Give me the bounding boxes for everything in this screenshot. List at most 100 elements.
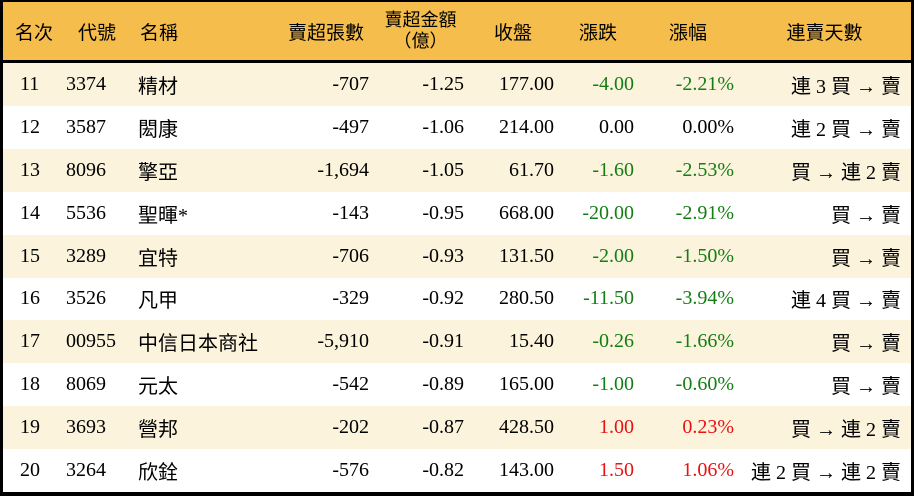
cell-stock-code: 3374 (66, 72, 106, 95)
cell-rank: 18 (20, 373, 40, 396)
cell-sell-volume: -202 (332, 416, 369, 439)
cell-stock-name: 精材 (138, 75, 178, 98)
cell-sell-amount: -0.82 (422, 459, 464, 482)
col-header-code: 代號 (78, 22, 117, 44)
cell-sell-amount: -1.25 (422, 72, 464, 95)
table-row: 20 3264 欣銓 -576 -0.82 143.00 1.50 1.06% … (3, 449, 911, 493)
cell-rank: 15 (20, 244, 40, 267)
cell-close-price: 131.50 (499, 244, 554, 267)
cell-close-price: 668.00 (499, 201, 554, 224)
cell-sell-amount: -0.93 (422, 244, 464, 267)
cell-stock-name: 欣銓 (138, 462, 178, 485)
cell-stock-code: 3587 (66, 115, 106, 138)
cell-price-change: 0.00 (599, 115, 634, 138)
cell-sell-amount: -0.95 (422, 201, 464, 224)
cell-change-percent: 0.00% (682, 115, 734, 138)
cell-stock-code: 3693 (66, 416, 106, 439)
cell-stock-code: 5536 (66, 201, 106, 224)
col-header-name: 名稱 (140, 22, 179, 44)
cell-change-percent: -1.66% (675, 330, 734, 353)
cell-price-change: 1.50 (599, 459, 634, 482)
cell-stock-name: 中信日本商社 (138, 333, 258, 356)
cell-stock-code: 3289 (66, 244, 106, 267)
cell-sell-volume: -143 (332, 201, 369, 224)
cell-sell-volume: -707 (332, 72, 369, 95)
cell-change-percent: -2.53% (675, 158, 734, 181)
cell-stock-name: 凡甲 (138, 290, 178, 313)
cell-buy-sell-streak: 連 4 買 → 賣 (791, 290, 901, 313)
cell-rank: 12 (20, 115, 40, 138)
col-header-change: 漲跌 (578, 22, 617, 44)
cell-rank: 16 (20, 287, 40, 310)
cell-stock-code: 3264 (66, 459, 106, 482)
cell-stock-name: 聖暉* (138, 204, 188, 227)
cell-stock-name: 閎康 (138, 118, 178, 141)
cell-buy-sell-streak: 連 2 買 → 賣 (791, 118, 901, 141)
cell-sell-amount: -1.06 (422, 115, 464, 138)
col-header-rank: 名次 (15, 22, 54, 44)
col-header-change-pct: 漲幅 (668, 22, 707, 44)
cell-rank: 14 (20, 201, 40, 224)
cell-close-price: 61.70 (509, 158, 554, 181)
cell-sell-volume: -497 (332, 115, 369, 138)
table-body: 11 3374 精材 -707 -1.25 177.00 -4.00 -2.21… (3, 63, 911, 493)
cell-stock-code: 00955 (66, 330, 116, 353)
cell-stock-code: 8069 (66, 373, 106, 396)
cell-price-change: -4.00 (592, 72, 634, 95)
cell-price-change: -11.50 (583, 287, 634, 310)
cell-sell-volume: -706 (332, 244, 369, 267)
cell-close-price: 165.00 (499, 373, 554, 396)
cell-buy-sell-streak: 買 → 連 2 賣 (791, 419, 901, 442)
cell-close-price: 214.00 (499, 115, 554, 138)
col-header-streak: 連賣天數 (786, 22, 863, 44)
col-header-sell-amount-line1: 賣超金額 (384, 10, 457, 31)
table-row: 16 3526 凡甲 -329 -0.92 280.50 -11.50 -3.9… (3, 277, 911, 321)
cell-change-percent: -2.91% (675, 201, 734, 224)
cell-price-change: -0.26 (592, 330, 634, 353)
col-header-sell-amount-line2: （億） (393, 31, 448, 51)
cell-change-percent: 1.06% (682, 459, 734, 482)
cell-close-price: 428.50 (499, 416, 554, 439)
cell-close-price: 177.00 (499, 72, 554, 95)
table-row: 15 3289 宜特 -706 -0.93 131.50 -2.00 -1.50… (3, 234, 911, 278)
cell-close-price: 280.50 (499, 287, 554, 310)
cell-sell-amount: -0.92 (422, 287, 464, 310)
table-row: 17 00955 中信日本商社 -5,910 -0.91 15.40 -0.26… (3, 320, 911, 364)
cell-sell-amount: -1.05 (422, 158, 464, 181)
cell-buy-sell-streak: 買 → 賣 (831, 247, 901, 270)
cell-stock-name: 營邦 (138, 419, 178, 442)
cell-change-percent: -1.50% (675, 244, 734, 267)
cell-rank: 17 (20, 330, 40, 353)
cell-change-percent: 0.23% (682, 416, 734, 439)
cell-buy-sell-streak: 連 3 買 → 賣 (791, 75, 901, 98)
cell-close-price: 143.00 (499, 459, 554, 482)
cell-sell-volume: -542 (332, 373, 369, 396)
cell-change-percent: -2.21% (675, 72, 734, 95)
cell-price-change: -2.00 (592, 244, 634, 267)
table-row: 13 8096 擎亞 -1,694 -1.05 61.70 -1.60 -2.5… (3, 148, 911, 192)
cell-price-change: -20.00 (582, 201, 634, 224)
table-row: 14 5536 聖暉* -143 -0.95 668.00 -20.00 -2.… (3, 191, 911, 235)
table-row: 11 3374 精材 -707 -1.25 177.00 -4.00 -2.21… (3, 63, 911, 106)
cell-rank: 11 (20, 72, 40, 95)
cell-buy-sell-streak: 買 → 賣 (831, 376, 901, 399)
cell-stock-code: 8096 (66, 158, 106, 181)
cell-sell-volume: -576 (332, 459, 369, 482)
cell-sell-amount: -0.91 (422, 330, 464, 353)
table-header-row: 名次 代號 名稱 賣超張數 賣超金額 （億） 收盤 漲跌 漲幅 連賣天數 (3, 2, 911, 63)
cell-change-percent: -0.60% (675, 373, 734, 396)
cell-stock-name: 宜特 (138, 247, 178, 270)
cell-price-change: 1.00 (599, 416, 634, 439)
cell-rank: 20 (20, 459, 40, 482)
table-row: 19 3693 營邦 -202 -0.87 428.50 1.00 0.23% … (3, 406, 911, 450)
cell-sell-volume: -1,694 (317, 158, 369, 181)
cell-rank: 19 (20, 416, 40, 439)
table-row: 18 8069 元太 -542 -0.89 165.00 -1.00 -0.60… (3, 363, 911, 407)
cell-close-price: 15.40 (509, 330, 554, 353)
cell-price-change: -1.00 (592, 373, 634, 396)
table-row: 12 3587 閎康 -497 -1.06 214.00 0.00 0.00% … (3, 105, 911, 149)
cell-change-percent: -3.94% (675, 287, 734, 310)
cell-stock-name: 擎亞 (138, 161, 178, 184)
cell-stock-code: 3526 (66, 287, 106, 310)
